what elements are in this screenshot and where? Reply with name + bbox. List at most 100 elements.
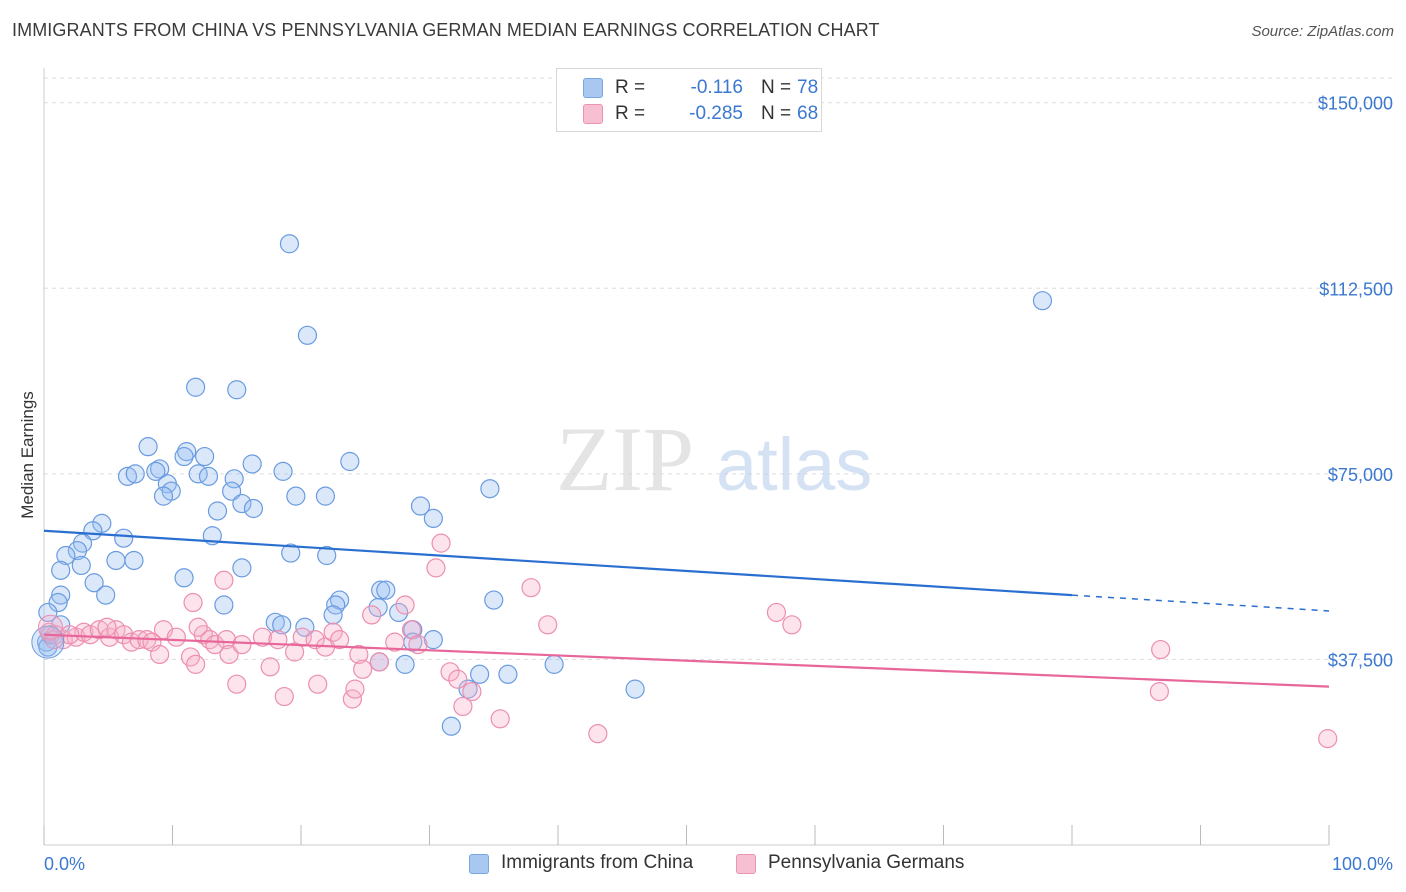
pg-point [89,620,109,640]
pg-swatch [583,104,603,124]
pg-point [305,630,325,650]
data-points [31,234,1338,749]
china-point [389,602,409,623]
china-point [297,325,318,345]
china-point [83,521,103,541]
y-axis-label: Median Earnings [18,391,37,519]
china-trend-line [43,529,1073,597]
china-point [281,543,301,563]
china-point [544,654,564,674]
china-point [222,481,242,501]
china-point [96,585,116,605]
pg-point [431,533,451,553]
china-point [56,545,76,566]
china-point [323,605,343,625]
china-point [286,486,306,506]
r-label: R = [615,103,646,124]
china-point [125,464,145,484]
y-tick-label: $150,000 [1318,94,1393,114]
china-point [51,585,71,605]
pg-legend-swatch [736,854,756,874]
axis-labels: $37,500 $75,000 $112,500 $150,000 0.0% 100.0%… [18,94,1393,874]
pg-point [97,617,117,637]
china-point [470,664,490,684]
china-point [84,573,104,593]
china-point [67,540,88,561]
china-point [272,615,292,635]
y-tick-label: $37,500 [1328,650,1393,670]
china-point [177,442,197,462]
china-point [480,479,500,499]
y-tick-label: $112,500 [1319,279,1393,299]
pg-point [284,642,305,662]
china-point [227,380,247,400]
pg-point [353,659,373,679]
n-value: 78 [797,77,819,98]
china-point [48,592,68,613]
pg-point [166,627,186,647]
china-point [376,580,396,600]
pg-trend-line [43,633,1330,688]
pg-point [227,674,247,694]
watermark: ZIP atlas [556,408,872,510]
china-point [186,377,206,397]
china-point [441,716,461,736]
pg-point [521,578,541,598]
pg-point [588,724,608,744]
pg-point [183,592,203,613]
china-point [232,493,252,514]
pg-point [1151,639,1171,660]
china-point [242,454,262,474]
china-point [224,469,244,489]
pg-point [345,679,365,699]
pg-point [260,657,280,677]
china-point [625,679,645,699]
china-legend-label: Immigrants from China [501,852,694,873]
pg-point [448,669,468,689]
pg-point [766,602,787,623]
n-label: N = [761,103,792,124]
china-point [340,451,360,472]
china-point [51,560,71,580]
pg-point [188,617,208,637]
source-label: Source: ZipAtlas.com [1251,23,1394,40]
china-point [1032,291,1053,311]
pg-point [1318,729,1338,749]
china-point [214,595,234,615]
pg-point [37,614,63,640]
china-legend-swatch [469,854,489,874]
china-point [146,461,166,481]
china-point [114,528,134,548]
pg-point [219,644,239,665]
china-point [198,466,219,486]
china-point [207,501,228,521]
x-tick-label: 0.0% [44,854,85,874]
china-point [243,498,264,519]
china-point [315,486,336,506]
r-value: -0.285 [689,103,743,124]
china-point [423,630,443,650]
pg-legend-label: Pennsylvania Germans [768,852,965,873]
china-point [368,597,388,618]
china-point [484,590,504,610]
pg-point [205,634,225,655]
pg-point [232,634,252,655]
china-point [410,496,431,516]
china-point [279,234,300,254]
china-point [498,664,518,684]
pg-point [538,615,558,635]
pg-point [216,630,237,650]
pg-point [453,696,473,717]
china-point [106,550,126,571]
pg-point [440,662,460,682]
china-point [174,568,194,588]
china-point [117,466,138,486]
r-value: -0.116 [690,77,743,98]
pg-point [395,595,415,615]
watermark-zip: ZIP [556,408,694,510]
pg-point [362,605,382,625]
y-tick-label: $75,000 [1328,465,1393,485]
chart-title: IMMIGRANTS FROM CHINA VS PENNSYLVANIA GE… [12,20,880,40]
china-point [423,508,443,529]
